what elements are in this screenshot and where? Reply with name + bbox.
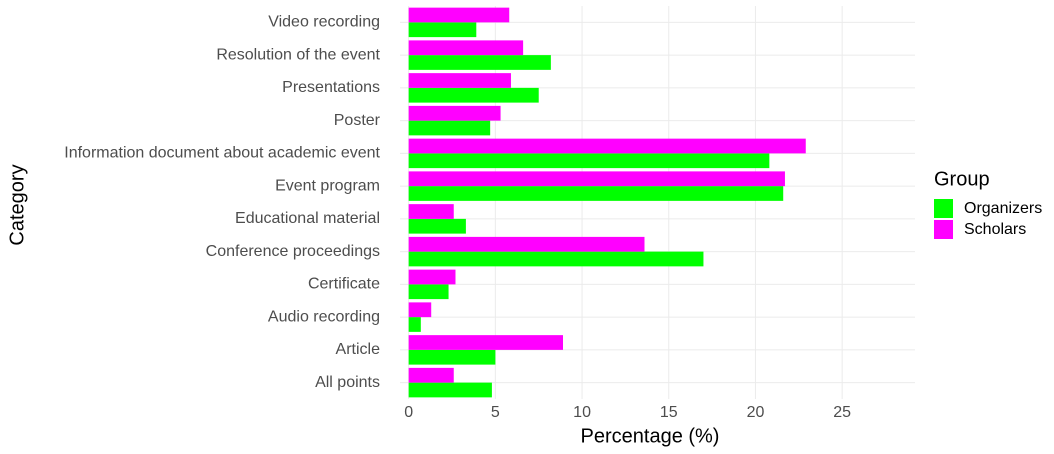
bar [408,87,539,103]
bar [408,40,524,56]
bar [408,251,704,267]
y-tick-label: Certificate [308,276,380,293]
y-tick-label: Presentations [282,79,380,96]
y-tick-label: Article [336,341,381,358]
y-tick-label: Event program [275,177,380,194]
bar [408,284,449,300]
legend-label: Organizers [964,200,1042,217]
bar [408,236,645,252]
legend-title: Group [934,168,990,190]
y-tick-label: Audio recording [268,308,380,325]
x-tick-label: 20 [747,404,765,421]
bar [408,55,551,70]
bar [408,367,454,383]
bar [408,186,784,201]
bar [408,171,785,187]
bar [408,120,491,136]
y-tick-label: Educational material [235,210,380,227]
x-tick-label: 10 [573,404,591,421]
bar [408,7,510,23]
bar [408,204,454,219]
y-tick-label: All points [315,374,380,391]
legend-swatch [934,199,953,218]
y-tick-label: Resolution of the event [216,46,380,63]
bar [408,105,501,121]
bar [408,269,456,285]
bar [408,302,432,318]
x-tick-label: 25 [833,404,851,421]
legend-label: Scholars [964,221,1026,238]
bar [408,317,421,332]
bar [408,138,806,154]
bar [408,73,511,88]
y-tick-label: Conference proceedings [206,243,380,260]
bar [408,382,492,398]
x-tick-label: 5 [491,404,500,421]
x-axis-title: Percentage (%) [581,425,720,447]
y-tick-label: Video recording [268,14,380,31]
bar [408,349,496,365]
x-tick-label: 0 [404,404,413,421]
bar [408,218,466,234]
y-tick-label: Information document about academic even… [64,145,380,162]
bar [408,335,563,350]
bar [408,22,477,38]
y-axis-title: Category [6,164,28,245]
x-tick-label: 15 [660,404,678,421]
y-tick-label: Poster [334,112,381,129]
legend-swatch [934,220,953,239]
bar [408,153,770,169]
